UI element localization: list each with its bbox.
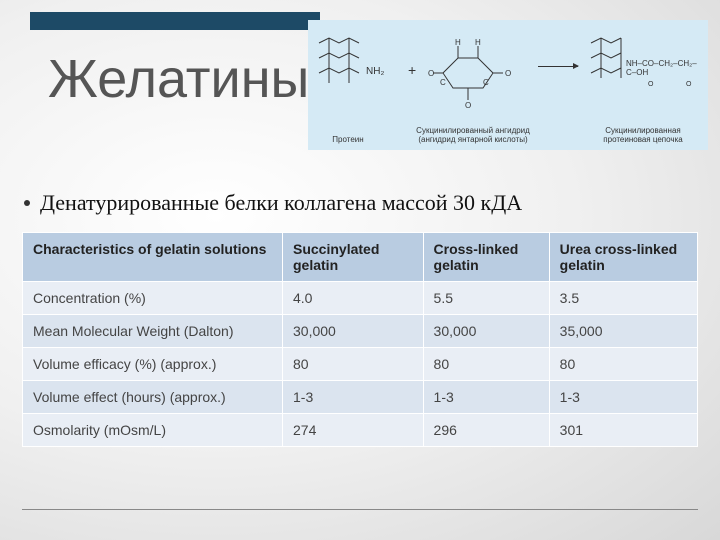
cell: 1-3 [283,381,424,414]
nh2-label: NH₂ [366,66,384,77]
cell: 274 [283,414,424,447]
cell: 30,000 [283,315,424,348]
header-accent-bar [30,12,320,30]
svg-text:H: H [475,38,481,47]
cell: 80 [549,348,697,381]
svg-text:O: O [428,69,434,78]
plus-sign: + [408,62,416,78]
cell: 1-3 [549,381,697,414]
product-label: Сукцинилированная протеиновая цепочка [588,126,698,144]
cell: Volume effect (hours) (approx.) [23,381,283,414]
col-header-crosslinked: Cross-linked gelatin [423,233,549,282]
table-row: Volume efficacy (%) (approx.) 80 80 80 [23,348,698,381]
svg-text:O: O [686,81,692,88]
bullet-text: Денатурированные белки коллагена массой … [40,190,522,216]
reactant2-label: Сукцинилированный ангидрид (ангидрид янт… [408,126,538,144]
cell: Volume efficacy (%) (approx.) [23,348,283,381]
table-header-row: Characteristics of gelatin solutions Suc… [23,233,698,282]
svg-text:O: O [648,81,654,88]
cell: 30,000 [423,315,549,348]
cell: 1-3 [423,381,549,414]
table-row: Concentration (%) 4.0 5.5 3.5 [23,282,698,315]
slide-title: Желатины [48,48,309,110]
cell: 296 [423,414,549,447]
chemical-reaction-diagram: NH₂ + H H O O O C C NH–CO–CH₂–CH₂–C–OH O… [308,20,708,150]
product-o-bonds-icon: O O [648,70,698,90]
svg-text:C: C [483,78,489,87]
gelatin-characteristics-table: Characteristics of gelatin solutions Suc… [22,232,698,447]
table-row: Osmolarity (mOsm/L) 274 296 301 [23,414,698,447]
table-row: Volume effect (hours) (approx.) 1-3 1-3 … [23,381,698,414]
svg-text:O: O [505,69,511,78]
cell: 3.5 [549,282,697,315]
svg-text:C: C [440,78,446,87]
reactant1-label: Протеин [318,135,378,144]
bullet-point: Денатурированные белки коллагена массой … [24,190,522,216]
cell: 35,000 [549,315,697,348]
cell: Mean Molecular Weight (Dalton) [23,315,283,348]
col-header-succinylated: Succinylated gelatin [283,233,424,282]
anhydride-structure-icon: H H O O O C C [428,38,518,108]
protein-structure-icon [314,28,374,98]
cell: 5.5 [423,282,549,315]
svg-text:O: O [465,101,471,108]
footer-divider [22,509,698,510]
col-header-urea: Urea cross-linked gelatin [549,233,697,282]
bullet-marker-icon [24,200,30,206]
cell: 301 [549,414,697,447]
svg-text:H: H [455,38,461,47]
cell: Osmolarity (mOsm/L) [23,414,283,447]
cell: Concentration (%) [23,282,283,315]
cell: 4.0 [283,282,424,315]
cell: 80 [283,348,424,381]
col-header-characteristics: Characteristics of gelatin solutions [23,233,283,282]
table-row: Mean Molecular Weight (Dalton) 30,000 30… [23,315,698,348]
cell: 80 [423,348,549,381]
reaction-arrow-icon [538,66,578,67]
